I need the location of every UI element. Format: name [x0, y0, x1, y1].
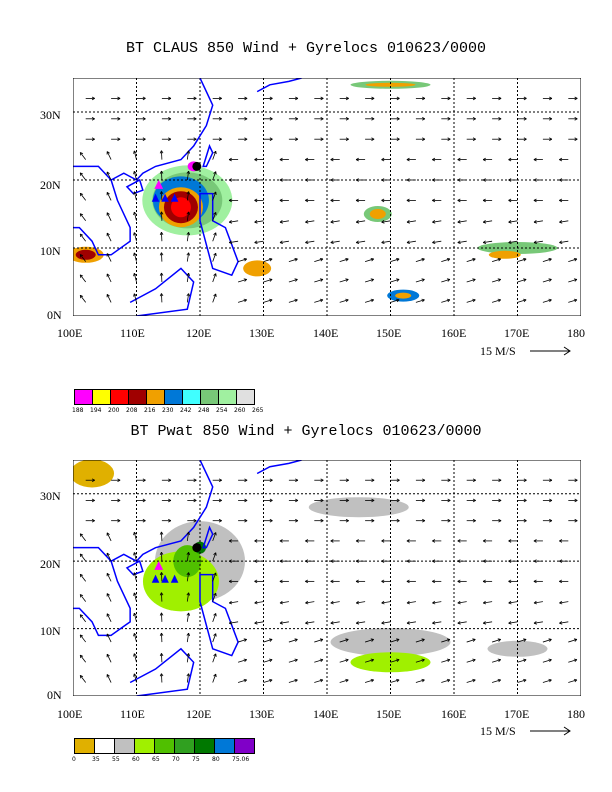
legend-swatch: [194, 738, 215, 754]
panel1-lon-label: 180: [567, 326, 585, 340]
panel2-lon-label: 160E: [441, 707, 467, 721]
legend-swatch: [92, 389, 111, 405]
panel2-scale-label: 15 M/S: [480, 724, 516, 738]
panel2-lat-label: 0N: [47, 688, 62, 702]
panel1-lon-label: 100E: [57, 326, 83, 340]
legend-label: 208: [126, 407, 138, 414]
legend-label: 55: [112, 756, 120, 763]
panel2-lat-label: 20N: [40, 557, 61, 571]
legend-label: 75.06: [232, 756, 250, 763]
legend-swatch: [218, 389, 237, 405]
panel2-lon-label: 100E: [57, 707, 83, 721]
legend-label: 200: [108, 407, 120, 414]
panel2-lon-label: 130E: [249, 707, 275, 721]
legend-label: 216: [144, 407, 156, 414]
panel2-lon-label: 150E: [376, 707, 402, 721]
panel2-lat-label: 10N: [40, 624, 61, 638]
legend-label: 248: [198, 407, 210, 414]
panel2-lon-label: 180: [567, 707, 585, 721]
panel1-lat-label: 30N: [40, 108, 61, 122]
legend-swatch: [114, 738, 135, 754]
panel1-scale-arrow: [530, 346, 571, 356]
legend-swatch: [128, 389, 147, 405]
legend-label: 230: [162, 407, 174, 414]
legend-label: 265: [252, 407, 264, 414]
legend-label: 80: [212, 756, 220, 763]
panel1-map: [73, 78, 581, 316]
legend-swatch: [214, 738, 235, 754]
panel1-scale-label: 15 M/S: [480, 344, 516, 358]
panel1-lat-label: 20N: [40, 178, 61, 192]
panel2-map: [73, 460, 581, 696]
legend-swatch: [164, 389, 183, 405]
legend-swatch: [234, 738, 255, 754]
legend-swatch: [134, 738, 155, 754]
panel1-lon-label: 130E: [249, 326, 275, 340]
legend-swatch: [74, 738, 95, 754]
panel1-lon-label: 170E: [504, 326, 530, 340]
panel2-lon-label: 110E: [120, 707, 145, 721]
panel2-lon-label: 170E: [504, 707, 530, 721]
panel1-lon-label: 160E: [441, 326, 467, 340]
legend-label: 194: [90, 407, 102, 414]
legend-swatch: [174, 738, 195, 754]
panel1-lat-label: 0N: [47, 308, 62, 322]
legend-swatch: [200, 389, 219, 405]
panel1-title: BT CLAUS 850 Wind + Gyrelocs 010623/0000: [125, 40, 487, 57]
legend-swatch: [146, 389, 165, 405]
panel1-lat-label: 10N: [40, 244, 61, 258]
panel2-title: BT Pwat 850 Wind + Gyrelocs 010623/0000: [130, 423, 482, 440]
legend-label: 65: [152, 756, 160, 763]
legend-label: 0: [72, 756, 76, 763]
legend-swatch: [74, 389, 93, 405]
legend-label: 35: [92, 756, 100, 763]
legend-swatch: [182, 389, 201, 405]
legend-swatch: [110, 389, 129, 405]
legend-label: 188: [72, 407, 84, 414]
legend-label: 60: [132, 756, 140, 763]
legend-label: 70: [172, 756, 180, 763]
panel2-lat-label: 30N: [40, 489, 61, 503]
legend-swatch: [236, 389, 255, 405]
panel2-scale-arrow: [530, 726, 571, 736]
legend-label: 260: [234, 407, 246, 414]
legend-label: 75: [192, 756, 200, 763]
panel1-lon-label: 150E: [376, 326, 402, 340]
legend-swatch: [94, 738, 115, 754]
panel1-lon-label: 140E: [313, 326, 339, 340]
panel2-lon-label: 140E: [313, 707, 339, 721]
legend-label: 242: [180, 407, 192, 414]
panel1-lon-label: 120E: [186, 326, 212, 340]
panel2-lon-label: 120E: [186, 707, 212, 721]
legend-swatch: [154, 738, 175, 754]
legend-label: 254: [216, 407, 228, 414]
panel1-lon-label: 110E: [120, 326, 145, 340]
